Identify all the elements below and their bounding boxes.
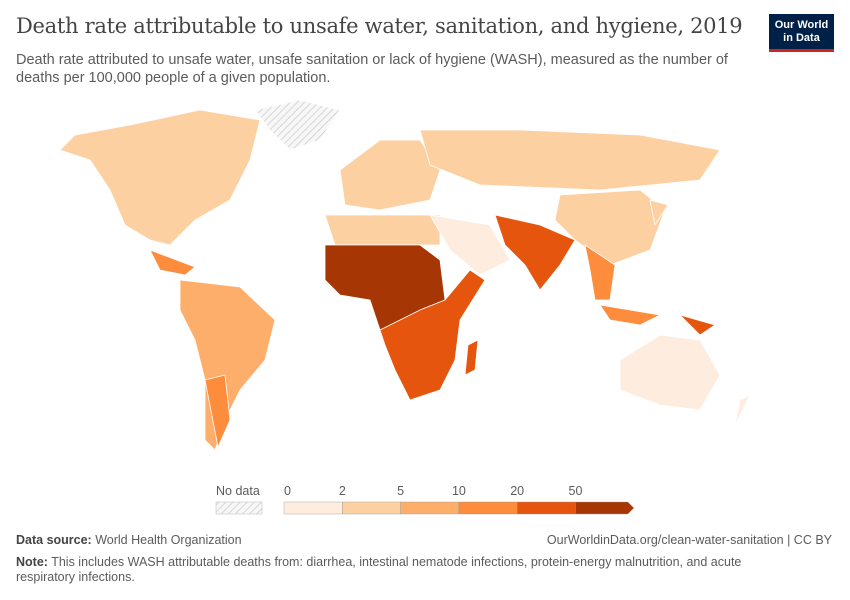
region-north-america[interactable] <box>59 109 261 246</box>
legend-bin-1[interactable] <box>342 501 401 515</box>
note-label: Note: <box>16 555 48 569</box>
legend-tick-label: 2 <box>339 484 346 498</box>
map-legend: No data 0 2 5 10 20 50 <box>215 484 635 515</box>
data-source: Data source: World Health Organization <box>16 533 242 547</box>
region-china[interactable] <box>554 189 666 266</box>
legend-bin-3[interactable] <box>458 501 518 515</box>
legend-bin-2[interactable] <box>400 501 460 515</box>
legend-no-data-label: No data <box>216 484 260 498</box>
region-east-southern-africa[interactable] <box>379 269 486 401</box>
note-text: This includes WASH attributable deaths f… <box>16 555 742 584</box>
page-subtitle: Death rate attributed to unsafe water, u… <box>16 52 728 86</box>
source-label: Data source: <box>16 533 92 547</box>
legend-bin-5[interactable] <box>575 501 635 515</box>
region-new-zealand[interactable] <box>734 394 751 426</box>
legend-bin-0[interactable] <box>283 501 343 515</box>
legend-tick-label: 50 <box>569 484 583 498</box>
region-madagascar[interactable] <box>464 339 479 376</box>
region-japan[interactable] <box>649 199 669 226</box>
legend-bin-4[interactable] <box>517 501 576 515</box>
logo-line-2: in Data <box>783 32 820 44</box>
region-south-asia[interactable] <box>494 214 576 291</box>
region-greenland[interactable] <box>254 99 341 151</box>
region-australia[interactable] <box>619 334 721 411</box>
legend-no-data-swatch[interactable] <box>215 501 263 515</box>
owid-logo[interactable]: Our World in Data <box>769 14 834 52</box>
legend-tick-label: 20 <box>510 484 524 498</box>
region-middle-east[interactable] <box>429 214 511 276</box>
region-argentina[interactable] <box>204 374 231 448</box>
chart-note: Note: This includes WASH attributable de… <box>16 555 796 585</box>
legend-tick-label: 0 <box>284 484 291 498</box>
region-central-america[interactable] <box>149 249 196 276</box>
region-north-africa[interactable] <box>324 214 441 246</box>
region-europe[interactable] <box>339 139 441 211</box>
logo-line-1: Our World <box>774 19 829 31</box>
region-indonesia[interactable] <box>599 304 661 326</box>
region-russia-north-asia[interactable] <box>419 129 721 191</box>
legend-tick-label: 5 <box>397 484 404 498</box>
page-title: Death rate attributable to unsafe water,… <box>16 14 743 38</box>
region-papua-new-guinea[interactable] <box>679 314 716 336</box>
region-southeast-asia[interactable] <box>584 244 616 301</box>
legend-tick-label: 10 <box>452 484 466 498</box>
source-text: World Health Organization <box>95 533 242 547</box>
source-url-link[interactable]: OurWorldinData.org/clean-water-sanitatio… <box>546 533 832 547</box>
world-map <box>59 99 751 451</box>
